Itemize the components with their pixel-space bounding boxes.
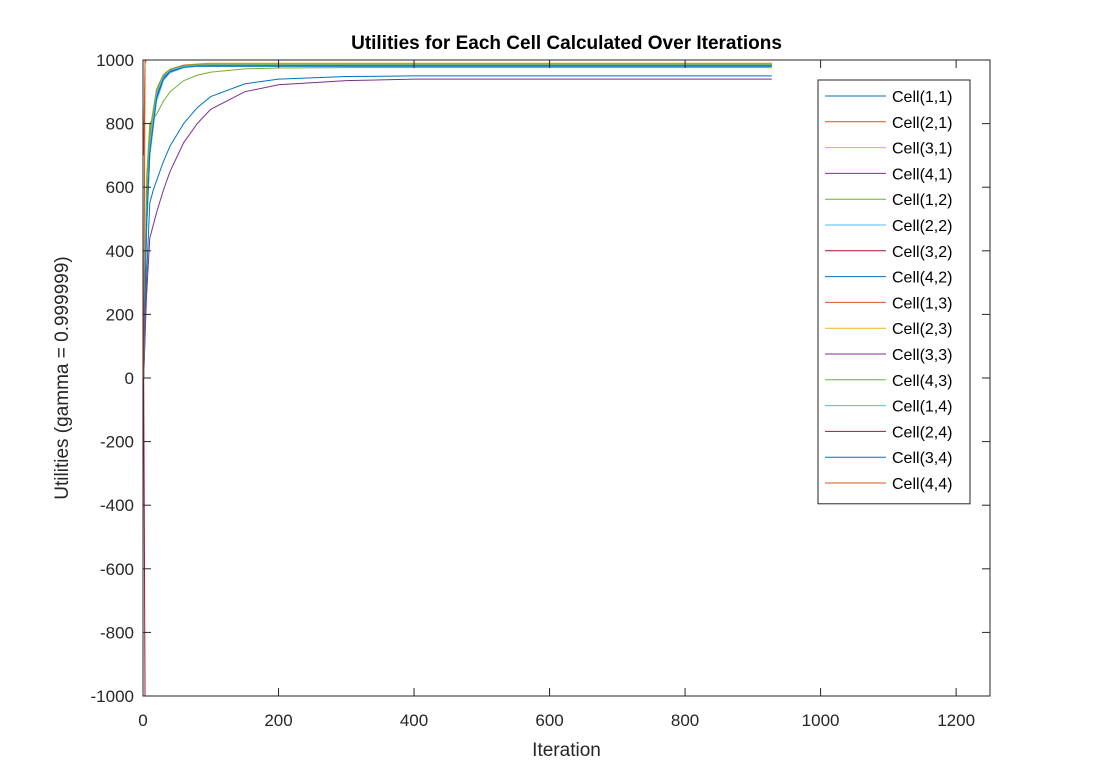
legend-entry-label: Cell(1,3) [892,295,952,312]
x-tick-label: 400 [400,711,428,730]
y-tick-label: 1000 [96,51,134,70]
legend-entry-label: Cell(1,2) [892,192,952,209]
series-line-cell-4-2 [143,75,772,379]
y-tick-label: -400 [100,496,134,515]
x-tick-label: 1000 [802,711,840,730]
y-tick-label: 400 [106,242,134,261]
legend-entry-label: Cell(3,3) [892,347,952,364]
series-line-cell-3-4 [143,65,772,379]
x-tick-label: 200 [264,711,292,730]
y-tick-label: -1000 [91,687,134,706]
legend-entry-label: Cell(3,4) [892,450,952,467]
series-line-cell-1-2 [143,67,772,379]
series-line-cell-3-1 [143,62,772,379]
x-tick-label: 600 [535,711,563,730]
legend-entry-label: Cell(4,4) [892,476,952,493]
series-line-cell-4-1 [143,64,772,379]
legend-entry-label: Cell(2,2) [892,218,952,235]
legend-entry-label: Cell(1,4) [892,399,952,416]
chart-title: Utilities for Each Cell Calculated Over … [351,33,782,54]
legend-entry-label: Cell(3,1) [892,141,952,158]
x-tick-label: 1200 [937,711,975,730]
series-lines [143,59,772,697]
legend-entry-label: Cell(2,3) [892,321,952,338]
y-tick-label: -800 [100,623,134,642]
series-line-cell-2-1 [143,64,772,379]
series-line-cell-3-2 [143,63,772,379]
legend-entry-label: Cell(4,1) [892,166,952,183]
legend: Cell(1,1) Cell(2,1) Cell(3,1) Cell(4,1) Cell… [817,79,971,505]
x-tick-label: 800 [671,711,699,730]
series-line-cell-1-3 [143,59,772,156]
y-tick-label: 800 [106,115,134,134]
y-tick-label: 0 [125,369,134,388]
series-line-cell-1-4 [143,64,772,379]
legend-box [817,79,971,505]
series-line-cell-1-1 [143,65,772,379]
series-line-cell-2-3 [143,64,772,379]
legend-entry-label: Cell(1,1) [892,89,952,106]
legend-entry-label: Cell(2,1) [892,115,952,132]
series-line-cell-3-3 [143,78,772,379]
x-axis-label: Iteration [532,740,601,761]
y-axis-label: Utilities (gamma = 0.999999) [52,256,73,499]
axis-ticks: 0 200 400 600 800 1000 1200 -1000 -800 -600 -400 -2… [91,51,990,730]
legend-entry-label: Cell(3,2) [892,244,952,261]
series-line-cell-4-4 [143,59,772,379]
legend-entry-label: Cell(2,4) [892,424,952,441]
series-line-cell-4-3 [143,63,772,379]
legend-entry-label: Cell(4,2) [892,270,952,287]
y-tick-label: 200 [106,305,134,324]
x-tick-label: 0 [138,711,147,730]
y-tick-label: -600 [100,560,134,579]
y-tick-label: -200 [100,433,134,452]
legend-entry-label: Cell(4,3) [892,373,952,390]
series-line-cell-2-4 [143,377,772,697]
series-line-cell-2-2 [143,65,772,379]
y-tick-label: 600 [106,178,134,197]
